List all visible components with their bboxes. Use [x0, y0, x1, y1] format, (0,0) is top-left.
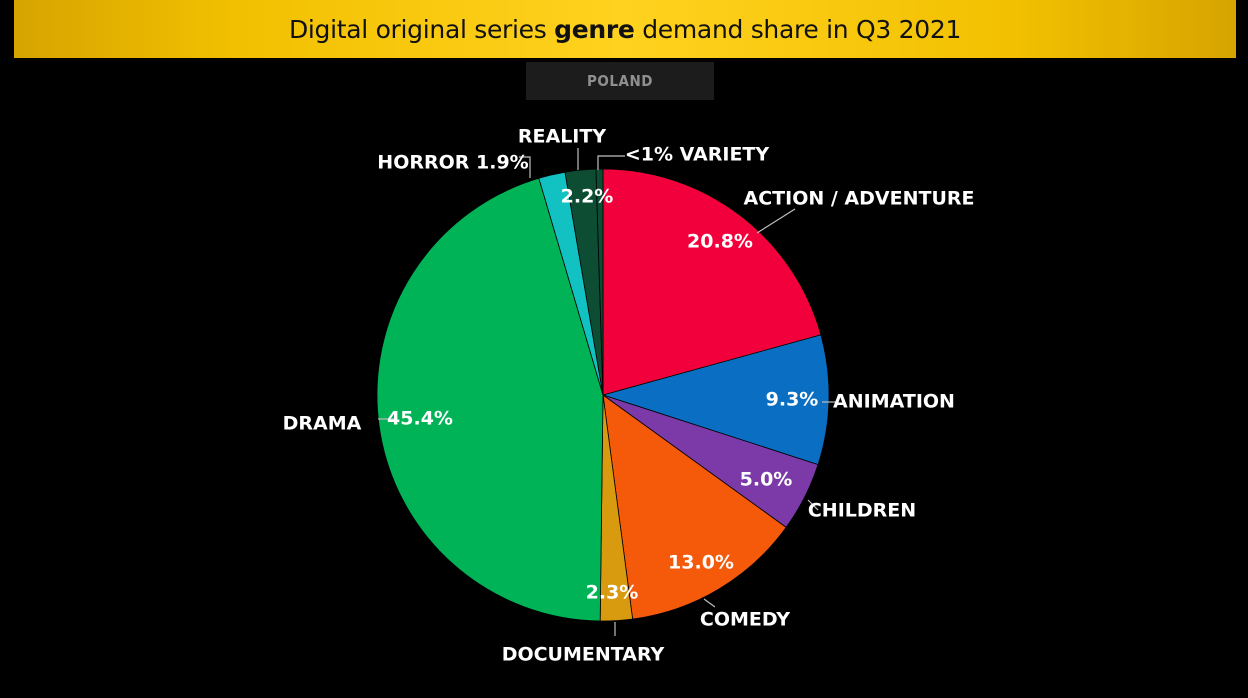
value-label-comedy: 13.0% — [668, 552, 734, 574]
category-label-variety: <1% VARIETY — [625, 144, 770, 166]
leader-line-horror — [519, 156, 531, 178]
value-label-children: 5.0% — [740, 469, 793, 491]
country-tab[interactable]: POLAND — [526, 62, 714, 100]
category-label-drama: DRAMA — [283, 413, 362, 435]
value-label-drama: 45.4% — [387, 408, 453, 430]
leader-line-children — [807, 499, 819, 511]
category-label-documentary: DOCUMENTARY — [502, 644, 665, 666]
pie-slice-drama[interactable] — [376, 177, 604, 622]
pie-slice-animation[interactable] — [601, 334, 830, 466]
category-label-reality: REALITY — [518, 126, 606, 148]
chart-title: Digital original series genre demand sha… — [288, 14, 962, 44]
leader-line-variety — [597, 155, 625, 170]
title-banner: Digital original series genre demand sha… — [14, 0, 1236, 58]
category-label-action-adventure: ACTION / ADVENTURE — [744, 188, 975, 210]
value-label-documentary: 2.3% — [586, 582, 639, 604]
value-label-reality: 2.2% — [561, 186, 614, 208]
value-label-action-adventure: 20.8% — [687, 231, 753, 253]
leader-line-comedy — [703, 598, 716, 608]
category-label-children: CHILDREN — [808, 500, 916, 522]
value-label-animation: 9.3% — [766, 389, 819, 411]
category-label-comedy: COMEDY — [700, 609, 790, 631]
country-label: POLAND — [587, 72, 653, 90]
category-label-horror: HORROR 1.9% — [377, 152, 528, 174]
pie-slice-action-adventure[interactable] — [602, 168, 822, 396]
pie-slice-comedy[interactable] — [602, 394, 787, 620]
leader-line-action-adventure — [756, 208, 796, 234]
pie-slice-variety[interactable] — [595, 168, 604, 396]
category-label-animation: ANIMATION — [833, 391, 955, 413]
